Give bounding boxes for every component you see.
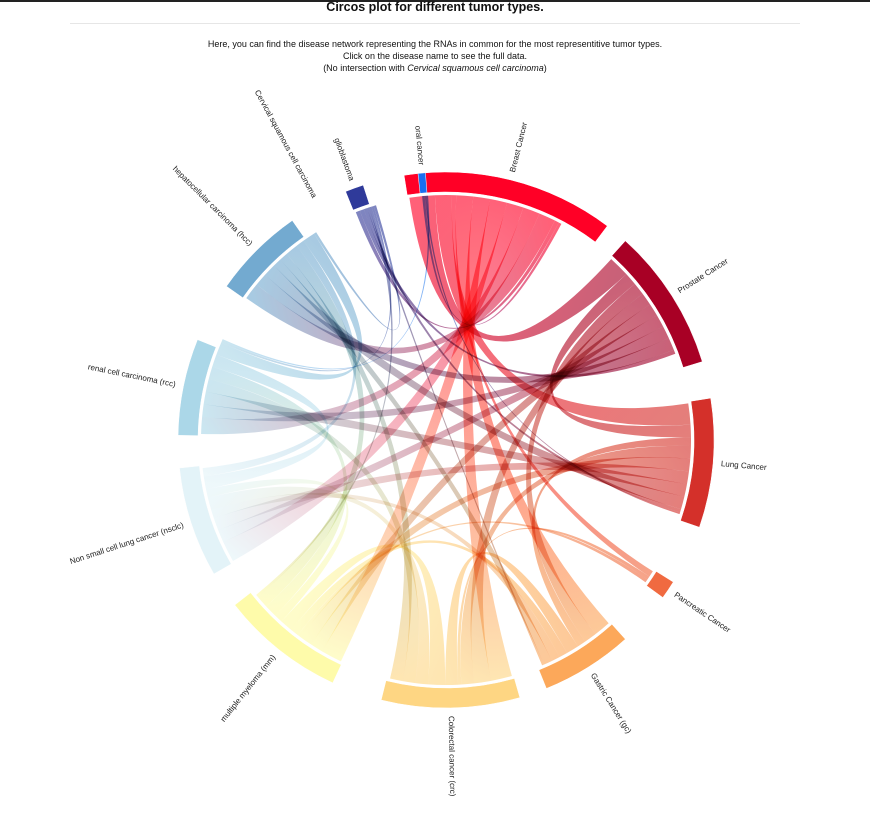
- group-arc-oral-cancer[interactable]: [417, 172, 428, 194]
- chord-breast-cancer-to-multiple-myeloma-mm[interactable]: [322, 199, 507, 662]
- group-arc-gastric-cancer-gc[interactable]: [538, 623, 626, 689]
- label-renal-cell-carcinoma-rcc[interactable]: renal cell carcinoma (rcc): [87, 362, 177, 389]
- label-glioblastoma[interactable]: glioblastoma: [332, 137, 356, 183]
- intro-line-1: Here, you can find the disease network r…: [207, 39, 663, 49]
- group-arc-pancreatic-cancer[interactable]: [646, 571, 674, 598]
- intro-line-3-post: ): [543, 63, 547, 73]
- title-separator: [70, 23, 800, 24]
- intro-line-3-pre: (No intersection with: [323, 63, 408, 73]
- group-arc-prostate-cancer[interactable]: [611, 240, 703, 368]
- page-title: Circos plot for different tumor types.: [326, 0, 544, 14]
- label-oral-cancer[interactable]: oral cancer: [413, 125, 426, 166]
- chord-renal-cell-carcinoma-rcc-to-hepatocellular-carcinoma-hcc[interactable]: [216, 233, 363, 380]
- label-pancreatic-cancer[interactable]: Pancreatic Cancer: [673, 590, 733, 634]
- group-arc-renal-cell-carcinoma-rcc[interactable]: [177, 339, 217, 436]
- label-non-small-cell-lung-cancer-nsclc[interactable]: Non small cell lung cancer (nsclc): [69, 521, 185, 566]
- label-lung-cancer[interactable]: Lung Cancer: [721, 459, 768, 472]
- label-colorectal-cancer-crc[interactable]: Colorectal cancer (crc): [447, 716, 457, 797]
- group-arc-non-small-cell-lung-cancer-nsclc[interactable]: [179, 465, 232, 575]
- label-prostate-cancer[interactable]: Prostate Cancer: [676, 256, 730, 295]
- group-arc-colorectal-cancer-crc[interactable]: [380, 678, 521, 709]
- label-cervical-squamous-cell-carcinoma[interactable]: Cervical squamous cell carcinoma: [253, 88, 319, 199]
- chord-gastric-cancer-gc-to-colorectal-cancer-crc[interactable]: [445, 552, 578, 686]
- intro-line-3: (No intersection with Cervical squamous …: [0, 62, 870, 74]
- group-arc-lung-cancer[interactable]: [680, 397, 715, 528]
- chord-non-small-cell-lung-cancer-nsclc-to-renal-cell-carcinoma-rcc[interactable]: [203, 354, 329, 490]
- label-hepatocellular-carcinoma-hcc[interactable]: hepatocellular carcinoma (hcc): [171, 164, 255, 248]
- group-arc-breast-cancer[interactable]: [403, 171, 608, 243]
- chord-breast-cancer-to-lung-cancer[interactable]: [434, 195, 691, 426]
- chord-breast-cancer-to-hepatocellular-carcinoma-hcc[interactable]: [246, 213, 555, 354]
- label-gastric-cancer-gc[interactable]: Gastric Cancer (gc): [589, 671, 634, 735]
- top-rule: [0, 0, 870, 2]
- label-multiple-myeloma-mm[interactable]: multiple myeloma (mm): [219, 653, 278, 724]
- group-arc-glioblastoma[interactable]: [345, 184, 370, 211]
- no-intersection-disease: Cervical squamous cell carcinoma: [407, 63, 544, 73]
- chord-breast-cancer-to-prostate-cancer[interactable]: [409, 195, 627, 342]
- group-arc-multiple-myeloma-mm[interactable]: [234, 592, 342, 684]
- chord-multiple-myeloma-mm-to-hepatocellular-carcinoma-hcc[interactable]: [257, 245, 365, 607]
- chord-multiple-myeloma-mm-to-non-small-cell-lung-cancer-nsclc[interactable]: [206, 478, 349, 622]
- chord-layer: [201, 195, 691, 686]
- intro-line-2: Click on the disease name to see the ful…: [342, 51, 528, 61]
- chord-breast-cancer-to-colorectal-cancer-crc[interactable]: [463, 196, 512, 681]
- chord-prostate-cancer-to-glioblastoma[interactable]: [359, 209, 676, 378]
- group-arc-hepatocellular-carcinoma-hcc[interactable]: [226, 220, 305, 299]
- arc-layer: [177, 171, 715, 709]
- intro-text: Here, you can find the disease network r…: [0, 38, 870, 74]
- label-breast-cancer[interactable]: Breast Cancer: [508, 121, 529, 173]
